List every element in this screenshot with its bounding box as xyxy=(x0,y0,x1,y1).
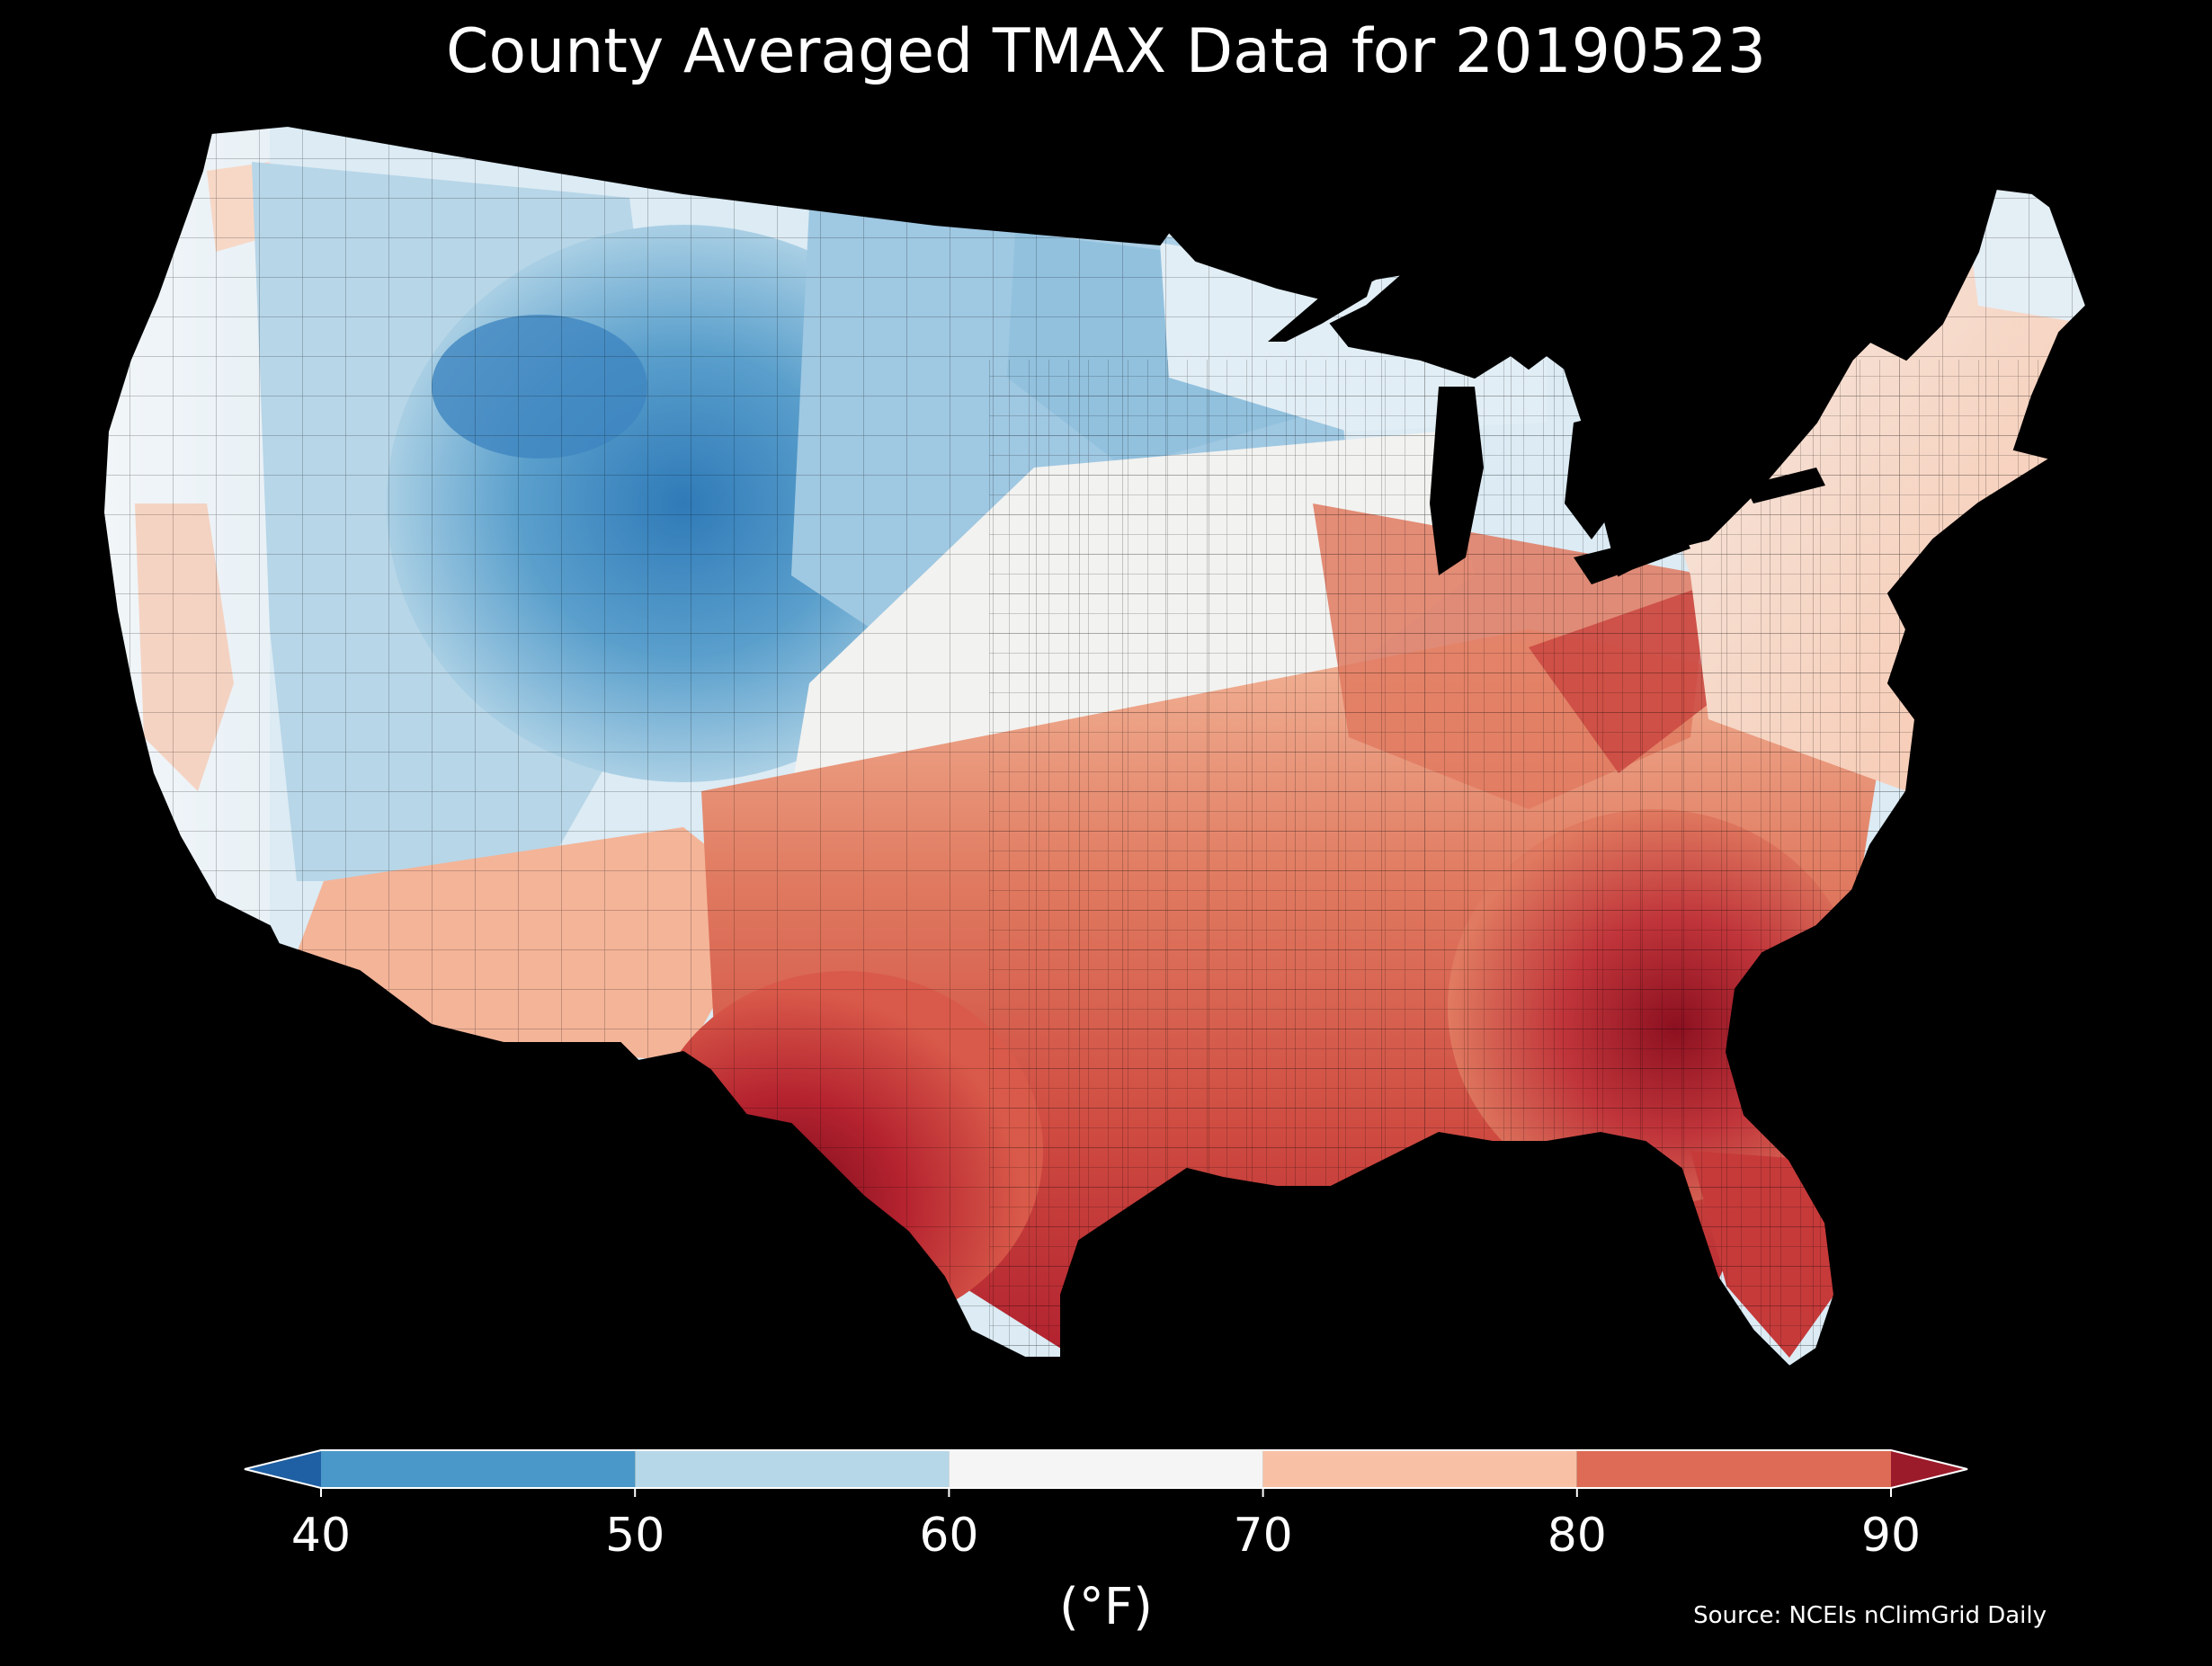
colorbar-tick-label-3: 70 xyxy=(1234,1509,1293,1563)
colorbar-bin-3 xyxy=(1262,1450,1577,1488)
colorbar-bin-1 xyxy=(635,1450,950,1488)
great-lakes xyxy=(1268,270,1825,584)
source-credit: Source: NCEIs nClimGrid Daily xyxy=(1693,1602,2047,1629)
map-title: County Averaged TMAX Data for 20190523 xyxy=(446,16,1766,87)
colorbar-tick-label-4: 80 xyxy=(1548,1509,1607,1563)
lake-michigan xyxy=(1430,387,1484,575)
colorbar-tick-label-2: 60 xyxy=(919,1509,978,1563)
colorbar-under-extend xyxy=(245,1450,321,1488)
lake-ontario xyxy=(1744,468,1825,503)
colorbar-bin-0 xyxy=(321,1450,636,1488)
lake-huron xyxy=(1565,414,1619,539)
colorbar: 40 50 60 70 80 90 xyxy=(244,1449,1968,1563)
colorbar-bin-4 xyxy=(1576,1450,1891,1488)
colorbar-tick-label-1: 50 xyxy=(605,1509,664,1563)
colorbar-tick-label-0: 40 xyxy=(291,1509,351,1563)
lake-erie xyxy=(1574,530,1690,584)
colorbar-over-extend xyxy=(1891,1450,1967,1488)
lake-superior xyxy=(1268,270,1376,342)
colorbar-tick-label-5: 90 xyxy=(1861,1509,1921,1563)
colorbar-unit-label: (°F) xyxy=(1059,1578,1153,1636)
colorbar-bin-2 xyxy=(949,1450,1263,1488)
